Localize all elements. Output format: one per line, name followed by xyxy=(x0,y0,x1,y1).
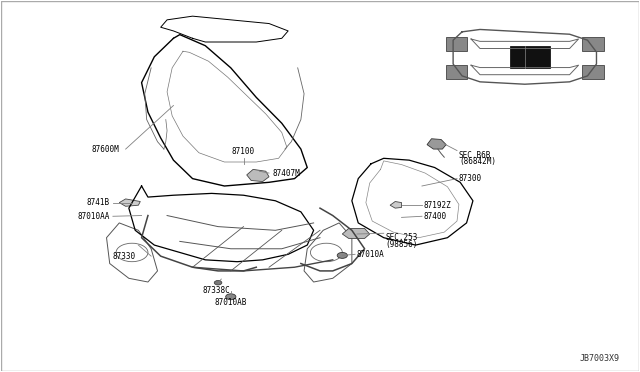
Text: 87600M: 87600M xyxy=(92,145,119,154)
Bar xyxy=(582,65,604,80)
Polygon shape xyxy=(246,169,269,182)
Circle shape xyxy=(226,294,236,300)
Circle shape xyxy=(337,253,348,259)
Text: 87400: 87400 xyxy=(424,212,447,221)
Text: 87100: 87100 xyxy=(232,147,255,156)
Text: 87407M: 87407M xyxy=(272,169,300,177)
Text: 87010A: 87010A xyxy=(357,250,385,259)
Polygon shape xyxy=(119,199,140,206)
Text: 87010AA: 87010AA xyxy=(77,212,109,221)
Polygon shape xyxy=(342,228,370,238)
Text: 87330: 87330 xyxy=(112,251,135,261)
Text: 87010AB: 87010AB xyxy=(214,298,247,307)
Text: (98856): (98856) xyxy=(386,240,418,248)
Bar xyxy=(446,36,467,51)
Bar xyxy=(511,46,550,68)
Bar xyxy=(582,36,604,51)
Bar xyxy=(446,65,467,80)
Polygon shape xyxy=(390,202,401,208)
Text: 87338C: 87338C xyxy=(203,286,230,295)
Text: SEC.253: SEC.253 xyxy=(386,233,418,242)
Text: 87300: 87300 xyxy=(459,174,482,183)
Text: SEC.B6B: SEC.B6B xyxy=(459,151,492,160)
Text: 8741B: 8741B xyxy=(86,198,109,207)
Text: JB7003X9: JB7003X9 xyxy=(579,354,620,363)
Text: 87192Z: 87192Z xyxy=(424,201,452,210)
Polygon shape xyxy=(427,139,446,149)
Circle shape xyxy=(214,280,222,285)
Text: (86842M): (86842M) xyxy=(459,157,496,166)
